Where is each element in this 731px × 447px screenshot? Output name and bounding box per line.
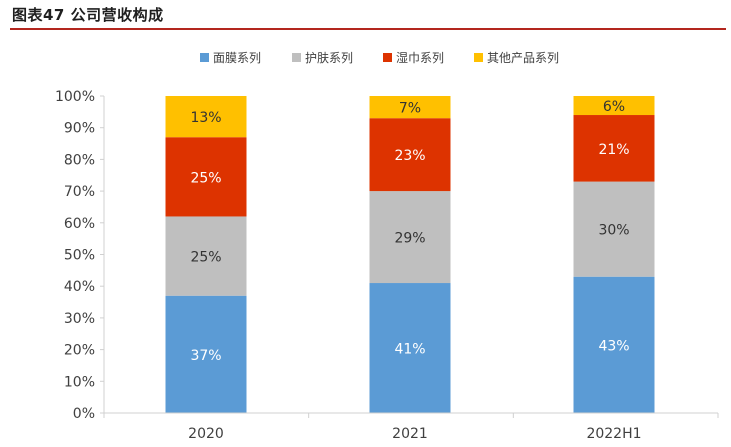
y-tick-label: 0% (73, 406, 95, 422)
y-tick-label: 20% (64, 343, 95, 359)
title-divider (10, 28, 726, 30)
y-tick-label: 10% (64, 374, 95, 390)
bar-segment (573, 96, 655, 116)
data-label: 29% (394, 231, 425, 247)
data-label: 25% (190, 250, 221, 266)
x-tick-label: 2021 (392, 426, 428, 442)
y-axis: 0% 10% 20% 30% 40% 50% 60% 70% 80% 90% 100% (55, 89, 105, 422)
bar-segment (165, 295, 247, 413)
bar-segment (573, 181, 655, 277)
legend-swatch (383, 53, 392, 62)
data-label: 41% (394, 342, 425, 358)
y-tick-label: 100% (55, 89, 95, 105)
y-tick-label: 90% (64, 121, 95, 137)
bar-segment (165, 96, 247, 138)
data-label: 21% (598, 142, 629, 158)
bar-segment (573, 276, 655, 413)
figure-title: 图表47 公司营收构成 (12, 6, 164, 24)
y-tick-label: 80% (64, 152, 95, 168)
x-tick-label: 2022H1 (586, 426, 641, 442)
legend-label: 护肤系列 (305, 50, 353, 65)
y-tick-label: 30% (64, 311, 95, 327)
chart-legend: 面膜系列 护肤系列 湿巾系列 其他产品系列 (200, 50, 559, 65)
data-label: 37% (190, 348, 221, 364)
y-tick-label: 40% (64, 279, 95, 295)
legend-label: 湿巾系列 (396, 50, 444, 65)
bar-segment (573, 115, 655, 182)
bar-stack: 41% 29% 23% 7% (369, 96, 451, 413)
legend-swatch (474, 53, 483, 62)
y-tick-label: 50% (64, 248, 95, 264)
legend-item: 护肤系列 (292, 50, 353, 65)
bar-stack: 37% 25% 25% 13% (165, 96, 247, 413)
bar-stacks: 37% 25% 25% 13% 41% 29% 23% 7% 43% 30% 21% 6% (165, 96, 655, 413)
bar-segment (165, 137, 247, 217)
figure-header: 图表47 公司营收构成 (0, 0, 731, 30)
data-label: 30% (598, 223, 629, 239)
bar-segment (369, 96, 451, 119)
legend-swatch (292, 53, 301, 62)
legend-label: 其他产品系列 (487, 51, 559, 65)
x-tick-label: 2020 (188, 426, 224, 442)
data-label: 23% (394, 148, 425, 164)
y-tick-label: 60% (64, 216, 95, 232)
y-tick-label: 70% (64, 184, 95, 200)
legend-item: 湿巾系列 (383, 50, 444, 65)
data-label: 25% (190, 170, 221, 186)
bar-segment (369, 191, 451, 284)
data-label: 43% (598, 338, 629, 354)
legend-item: 面膜系列 (200, 51, 261, 65)
x-axis: 2020 2021 2022H1 (103, 412, 719, 442)
legend-item: 其他产品系列 (474, 51, 559, 65)
bar-stack: 43% 30% 21% 6% (573, 96, 655, 413)
legend-swatch (200, 53, 209, 62)
data-label: 13% (190, 110, 221, 126)
bar-segment (369, 118, 451, 192)
bar-segment (165, 216, 247, 296)
bar-segment (369, 283, 451, 413)
legend-label: 面膜系列 (213, 51, 261, 65)
data-label: 7% (399, 101, 421, 117)
data-label: 6% (603, 99, 625, 115)
